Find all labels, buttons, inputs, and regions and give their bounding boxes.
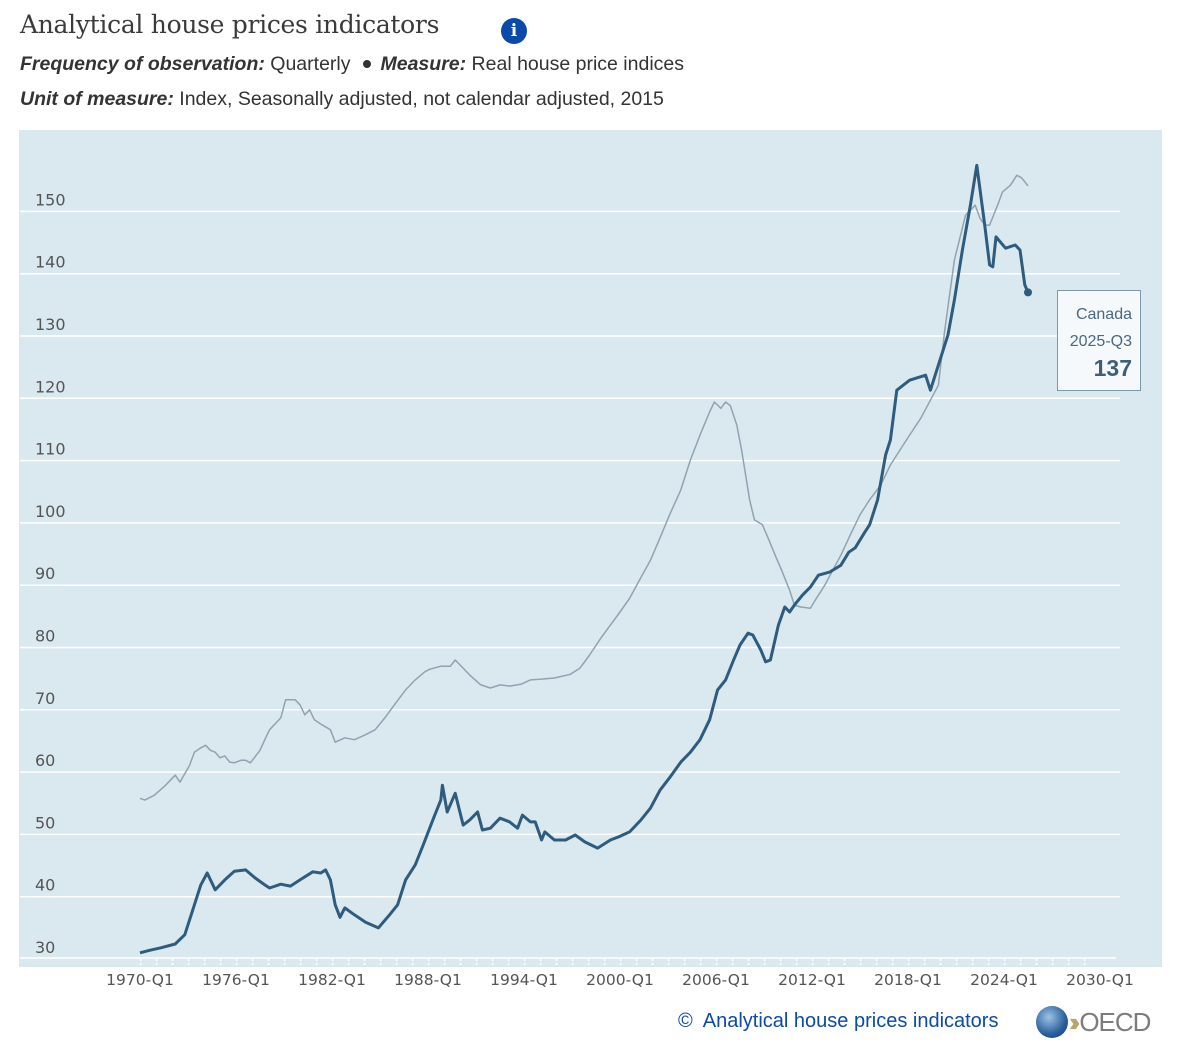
unit-value: Index, Seasonally adjusted, not calendar… bbox=[179, 88, 664, 110]
last-point-marker bbox=[1024, 288, 1032, 297]
chevrons-icon: ›› bbox=[1069, 1006, 1081, 1037]
y-tick-label: 80 bbox=[35, 627, 55, 646]
frequency-label: Frequency of observation: bbox=[20, 53, 265, 75]
x-tick-label: 1970-Q1 bbox=[106, 971, 174, 989]
copyright-icon: © bbox=[678, 1010, 693, 1032]
tooltip-country: Canada bbox=[1075, 306, 1132, 323]
y-tick-label: 150 bbox=[35, 190, 66, 209]
line-chart: 30 40 50 60 70 80 90 100 110 120 130 140 150 1970-Q1 1… bbox=[19, 130, 1162, 989]
y-tick-label: 100 bbox=[35, 502, 66, 521]
x-tick-label: 1982-Q1 bbox=[298, 971, 366, 989]
y-tick-label: 70 bbox=[35, 689, 55, 708]
unit-label: Unit of measure: bbox=[20, 88, 174, 110]
y-tick-label: 90 bbox=[35, 564, 55, 583]
x-tick-label: 2030-Q1 bbox=[1066, 971, 1134, 989]
measure-label: Measure: bbox=[380, 53, 467, 75]
frequency-value: Quarterly bbox=[270, 53, 351, 75]
oecd-logo-text: OECD bbox=[1079, 1006, 1151, 1037]
x-tick-label: 2000-Q1 bbox=[586, 971, 654, 989]
x-tick-label: 1976-Q1 bbox=[202, 971, 270, 989]
y-tick-label: 30 bbox=[35, 938, 55, 957]
oecd-logo[interactable]: ›› OECD bbox=[1036, 1006, 1151, 1038]
globe-icon bbox=[1036, 1006, 1068, 1038]
y-tick-label: 140 bbox=[35, 253, 66, 272]
measure-value: Real house price indices bbox=[471, 53, 684, 75]
y-tick-label: 40 bbox=[35, 876, 55, 895]
y-tick-label: 60 bbox=[35, 751, 55, 770]
x-tick-label: 1988-Q1 bbox=[394, 971, 462, 989]
series-line-comparison bbox=[139, 174, 1029, 801]
info-icon[interactable]: i bbox=[501, 18, 527, 44]
x-tick-label: 2012-Q1 bbox=[778, 971, 846, 989]
bullet-separator bbox=[362, 59, 371, 68]
series-line-canada bbox=[139, 163, 1030, 955]
tooltip-value: 137 bbox=[1093, 355, 1132, 381]
x-tick-label: 2006-Q1 bbox=[682, 971, 750, 989]
x-tick-label: 2024-Q1 bbox=[970, 971, 1038, 989]
x-tick-label: 2018-Q1 bbox=[874, 971, 942, 989]
tooltip: Canada 2025-Q3 137 bbox=[1057, 290, 1141, 391]
source-link-label[interactable]: Analytical house prices indicators bbox=[702, 1010, 999, 1032]
source-link[interactable]: © Analytical house prices indicators bbox=[678, 1010, 998, 1033]
x-tick-label: 1994-Q1 bbox=[490, 971, 558, 989]
y-tick-label: 130 bbox=[35, 315, 66, 334]
y-tick-label: 110 bbox=[35, 440, 66, 459]
subtitle-line-2: Unit of measure: Index, Seasonally adjus… bbox=[20, 88, 664, 111]
tooltip-period: 2025-Q3 bbox=[1069, 333, 1132, 350]
plot-background bbox=[19, 130, 1162, 967]
subtitle-line-1: Frequency of observation: Quarterly Measu… bbox=[20, 53, 684, 76]
y-tick-label: 50 bbox=[35, 813, 55, 832]
y-tick-label: 120 bbox=[35, 377, 66, 396]
page-title: Analytical house prices indicators bbox=[20, 10, 440, 39]
